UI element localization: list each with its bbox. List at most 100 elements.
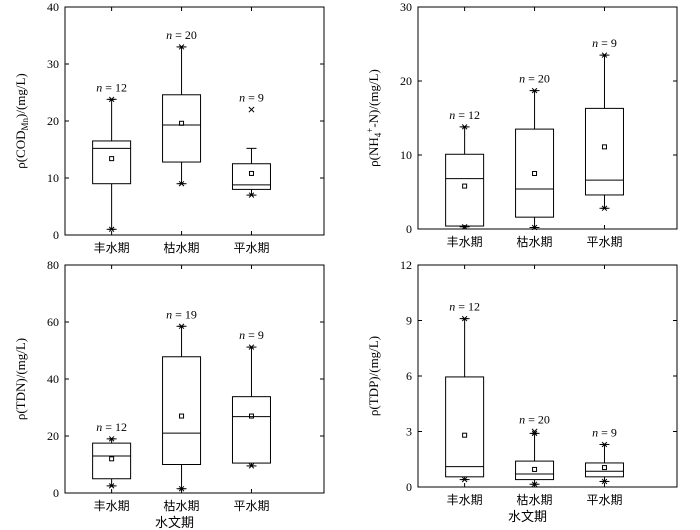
plot-frame: [417, 6, 678, 230]
max-marker-d2: [601, 441, 608, 448]
max-marker-d2: [108, 436, 115, 442]
n-symbol: n: [96, 80, 102, 94]
outlier-marker-d2: [248, 106, 255, 113]
min-marker-d2: [248, 192, 255, 198]
iqr-box: [515, 128, 555, 218]
n-value: = 9: [598, 36, 617, 50]
max-marker-d2: [461, 124, 468, 130]
y-tick-label: 6: [406, 369, 412, 383]
n-label: n = 9: [592, 425, 617, 439]
panel-1: 0 10 20 30 40 ρ(CODMn)/(mg/L) n = 12 丰水期 n = 20 枯…: [13, 0, 325, 255]
max-marker-d2: [178, 323, 185, 330]
iqr-box: [584, 462, 624, 478]
y-tick-label: 3: [406, 425, 412, 439]
box-2: n = 19 枯水期: [162, 265, 202, 513]
min-marker-d2: [108, 483, 115, 489]
x-category-label: 平水期: [586, 235, 622, 249]
y-axis-label: ρ(TDN)/(mg/L): [13, 338, 28, 420]
min-marker-d2: [178, 485, 185, 492]
max-marker-d2: [531, 430, 538, 437]
mean-marker: [179, 120, 185, 126]
n-label: n = 19: [166, 307, 197, 321]
x-category-label: 枯水期: [164, 240, 200, 255]
plot-frame: [64, 264, 325, 494]
y-tick-label: 20: [47, 114, 59, 128]
iqr-box: [445, 376, 485, 478]
n-symbol: n: [519, 72, 525, 86]
box-3: n = 9 平水期: [584, 7, 624, 249]
y-axis-label: ρ(CODMn)/(mg/L): [13, 73, 30, 169]
n-symbol: n: [166, 28, 172, 42]
panel-3: 0 20 40 60 80 ρ(TDN)/(mg/L) n = 12 丰水期 n = 19 枯水期…: [13, 258, 325, 530]
n-label: n = 20: [166, 28, 197, 42]
y-tick-label: 0: [53, 486, 59, 500]
plot-frame: [417, 264, 678, 488]
iqr-box: [92, 140, 132, 185]
box-3: n = 9 平水期: [231, 7, 271, 255]
n-symbol: n: [239, 91, 245, 105]
box-2: n = 20 枯水期: [515, 7, 555, 249]
y-tick-label: 20: [400, 74, 412, 88]
box-3: n = 9 平水期: [584, 265, 624, 507]
y-tick-label: 12: [400, 258, 412, 272]
mean-marker: [109, 456, 115, 462]
iqr-box: [515, 460, 555, 481]
n-value: = 9: [598, 425, 617, 439]
y-tick-label: 60: [47, 315, 59, 329]
max-marker-d2: [601, 52, 608, 58]
max-marker-d2: [248, 344, 255, 350]
ylabel-superscript: +: [365, 128, 375, 133]
n-value: = 20: [525, 72, 550, 86]
y-tick-label: 9: [406, 314, 412, 328]
n-label: n = 12: [96, 80, 127, 94]
x-category-label: 丰水期: [94, 499, 130, 513]
iqr-box: [584, 107, 624, 196]
mean-marker: [601, 465, 607, 471]
iqr-box: [92, 442, 132, 480]
iqr-box: [231, 396, 271, 464]
x-category-label: 平水期: [233, 241, 269, 255]
box-1: n = 12 丰水期: [445, 265, 485, 507]
x-category-label: 平水期: [233, 499, 269, 513]
n-value: = 12: [102, 80, 127, 94]
iqr-box: [162, 94, 202, 163]
min-marker-d2: [248, 463, 255, 469]
y-axis-label: ρ(TDP)/(mg/L): [366, 336, 381, 416]
box-1: n = 12 丰水期: [445, 7, 485, 249]
min-marker-d2: [108, 226, 115, 233]
n-label: n = 9: [239, 91, 264, 105]
y-tick-label: 40: [47, 372, 59, 386]
y-tick-label: 10: [400, 148, 412, 162]
n-value: = 12: [455, 108, 480, 122]
box-2: n = 20 枯水期: [162, 7, 202, 255]
y-tick-label: 30: [400, 0, 412, 14]
n-label: n = 9: [239, 328, 264, 342]
ylabel-subscript: Mn: [20, 118, 30, 131]
y-tick-label: 0: [53, 228, 59, 242]
n-value: = 20: [172, 28, 197, 42]
box-1: n = 12 丰水期: [92, 7, 132, 255]
x-category-label: 丰水期: [447, 493, 483, 507]
x-category-label: 枯水期: [517, 492, 553, 507]
y-tick-label: 20: [47, 429, 59, 443]
min-marker-d2: [601, 205, 608, 212]
min-marker-d2: [178, 180, 185, 187]
ylabel-subscript: 4: [373, 132, 383, 137]
box-3: n = 9 平水期: [231, 265, 271, 513]
n-value: = 9: [245, 328, 264, 342]
y-axis-label: ρ(NH4+-N)/(mg/L): [365, 69, 383, 167]
x-category-label: 丰水期: [447, 235, 483, 249]
box-1: n = 12 丰水期: [92, 265, 132, 513]
mean-marker: [532, 171, 538, 176]
outlier-marker-d2: [531, 428, 538, 435]
x-category-label: 丰水期: [94, 241, 130, 255]
n-label: n = 12: [96, 420, 127, 434]
mean-marker: [248, 413, 254, 419]
mean-marker: [248, 170, 254, 176]
n-label: n = 20: [519, 413, 550, 427]
y-tick-label: 10: [47, 171, 59, 185]
min-marker-d2: [461, 224, 468, 230]
